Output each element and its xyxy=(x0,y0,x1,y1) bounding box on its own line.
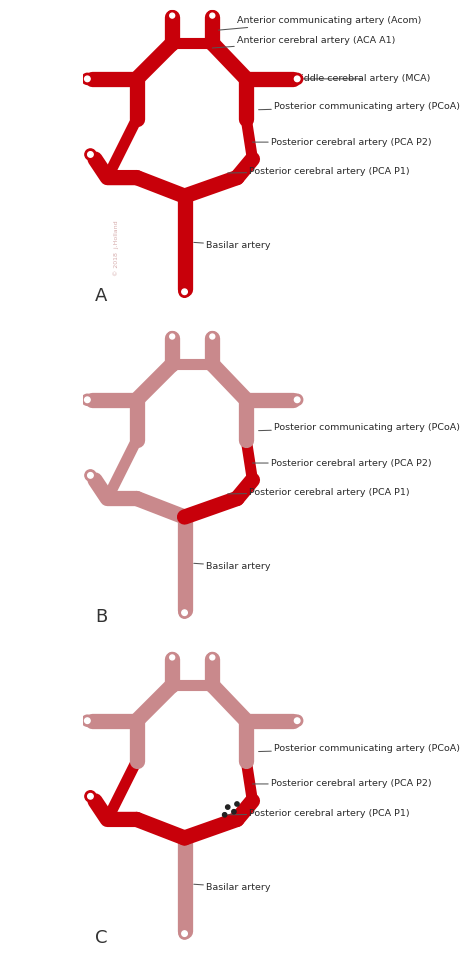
Circle shape xyxy=(297,400,298,402)
Circle shape xyxy=(232,809,236,814)
Circle shape xyxy=(208,653,217,662)
Text: Posterior cerebral artery (PCA P2): Posterior cerebral artery (PCA P2) xyxy=(253,459,431,468)
Text: A: A xyxy=(95,287,108,305)
Circle shape xyxy=(170,655,174,660)
Text: Anterior communicating artery (Acom): Anterior communicating artery (Acom) xyxy=(219,15,421,30)
Text: Basilar artery: Basilar artery xyxy=(194,562,271,571)
Text: Posterior cerebral artery (PCA P1): Posterior cerebral artery (PCA P1) xyxy=(228,488,410,497)
Circle shape xyxy=(179,928,190,939)
Circle shape xyxy=(210,655,215,660)
Text: Posterior cerebral artery (PCA P1): Posterior cerebral artery (PCA P1) xyxy=(228,167,410,176)
Circle shape xyxy=(294,397,300,402)
Circle shape xyxy=(292,73,303,84)
Circle shape xyxy=(182,610,187,615)
Text: © 2018  j.Holland: © 2018 j.Holland xyxy=(114,221,119,276)
Text: Posterior communicating artery (PCoA): Posterior communicating artery (PCoA) xyxy=(259,744,460,753)
Text: Posterior cerebral artery (PCA P2): Posterior cerebral artery (PCA P2) xyxy=(253,780,431,788)
Circle shape xyxy=(84,76,90,82)
Circle shape xyxy=(167,331,177,342)
Circle shape xyxy=(88,794,93,799)
Text: Basilar artery: Basilar artery xyxy=(194,241,271,250)
Circle shape xyxy=(297,722,298,723)
Circle shape xyxy=(170,334,174,339)
Circle shape xyxy=(210,13,215,18)
Circle shape xyxy=(82,73,93,84)
Text: Posterior communicating artery (PCoA): Posterior communicating artery (PCoA) xyxy=(259,423,460,432)
Text: Posterior communicating artery (PCoA): Posterior communicating artery (PCoA) xyxy=(259,102,460,111)
Circle shape xyxy=(167,653,177,662)
Text: Posterior cerebral artery (PCA P1): Posterior cerebral artery (PCA P1) xyxy=(228,808,410,818)
Circle shape xyxy=(294,76,300,82)
Circle shape xyxy=(179,286,190,298)
Circle shape xyxy=(182,289,187,295)
Circle shape xyxy=(85,791,96,802)
Circle shape xyxy=(226,804,230,809)
Circle shape xyxy=(170,13,174,18)
Circle shape xyxy=(182,931,187,936)
Circle shape xyxy=(297,80,298,81)
Circle shape xyxy=(294,718,300,724)
Circle shape xyxy=(222,812,227,817)
Text: C: C xyxy=(95,929,108,947)
Circle shape xyxy=(85,469,96,481)
Circle shape xyxy=(82,395,93,405)
Text: Posterior cerebral artery (PCA P2): Posterior cerebral artery (PCA P2) xyxy=(253,137,431,147)
Text: Basilar artery: Basilar artery xyxy=(194,883,271,892)
Circle shape xyxy=(84,397,90,402)
Circle shape xyxy=(167,11,177,20)
Text: B: B xyxy=(95,608,107,626)
Circle shape xyxy=(88,152,93,157)
Circle shape xyxy=(82,715,93,726)
Circle shape xyxy=(179,607,190,618)
Circle shape xyxy=(88,472,93,478)
Circle shape xyxy=(235,802,239,806)
Circle shape xyxy=(84,718,90,724)
Circle shape xyxy=(85,149,96,160)
Circle shape xyxy=(292,395,303,405)
Circle shape xyxy=(210,334,215,339)
Text: Anterior cerebral artery (ACA A1): Anterior cerebral artery (ACA A1) xyxy=(212,36,395,48)
Circle shape xyxy=(208,331,217,342)
Text: Middle cerebral artery (MCA): Middle cerebral artery (MCA) xyxy=(292,74,430,84)
Circle shape xyxy=(208,11,217,20)
Circle shape xyxy=(292,715,303,726)
